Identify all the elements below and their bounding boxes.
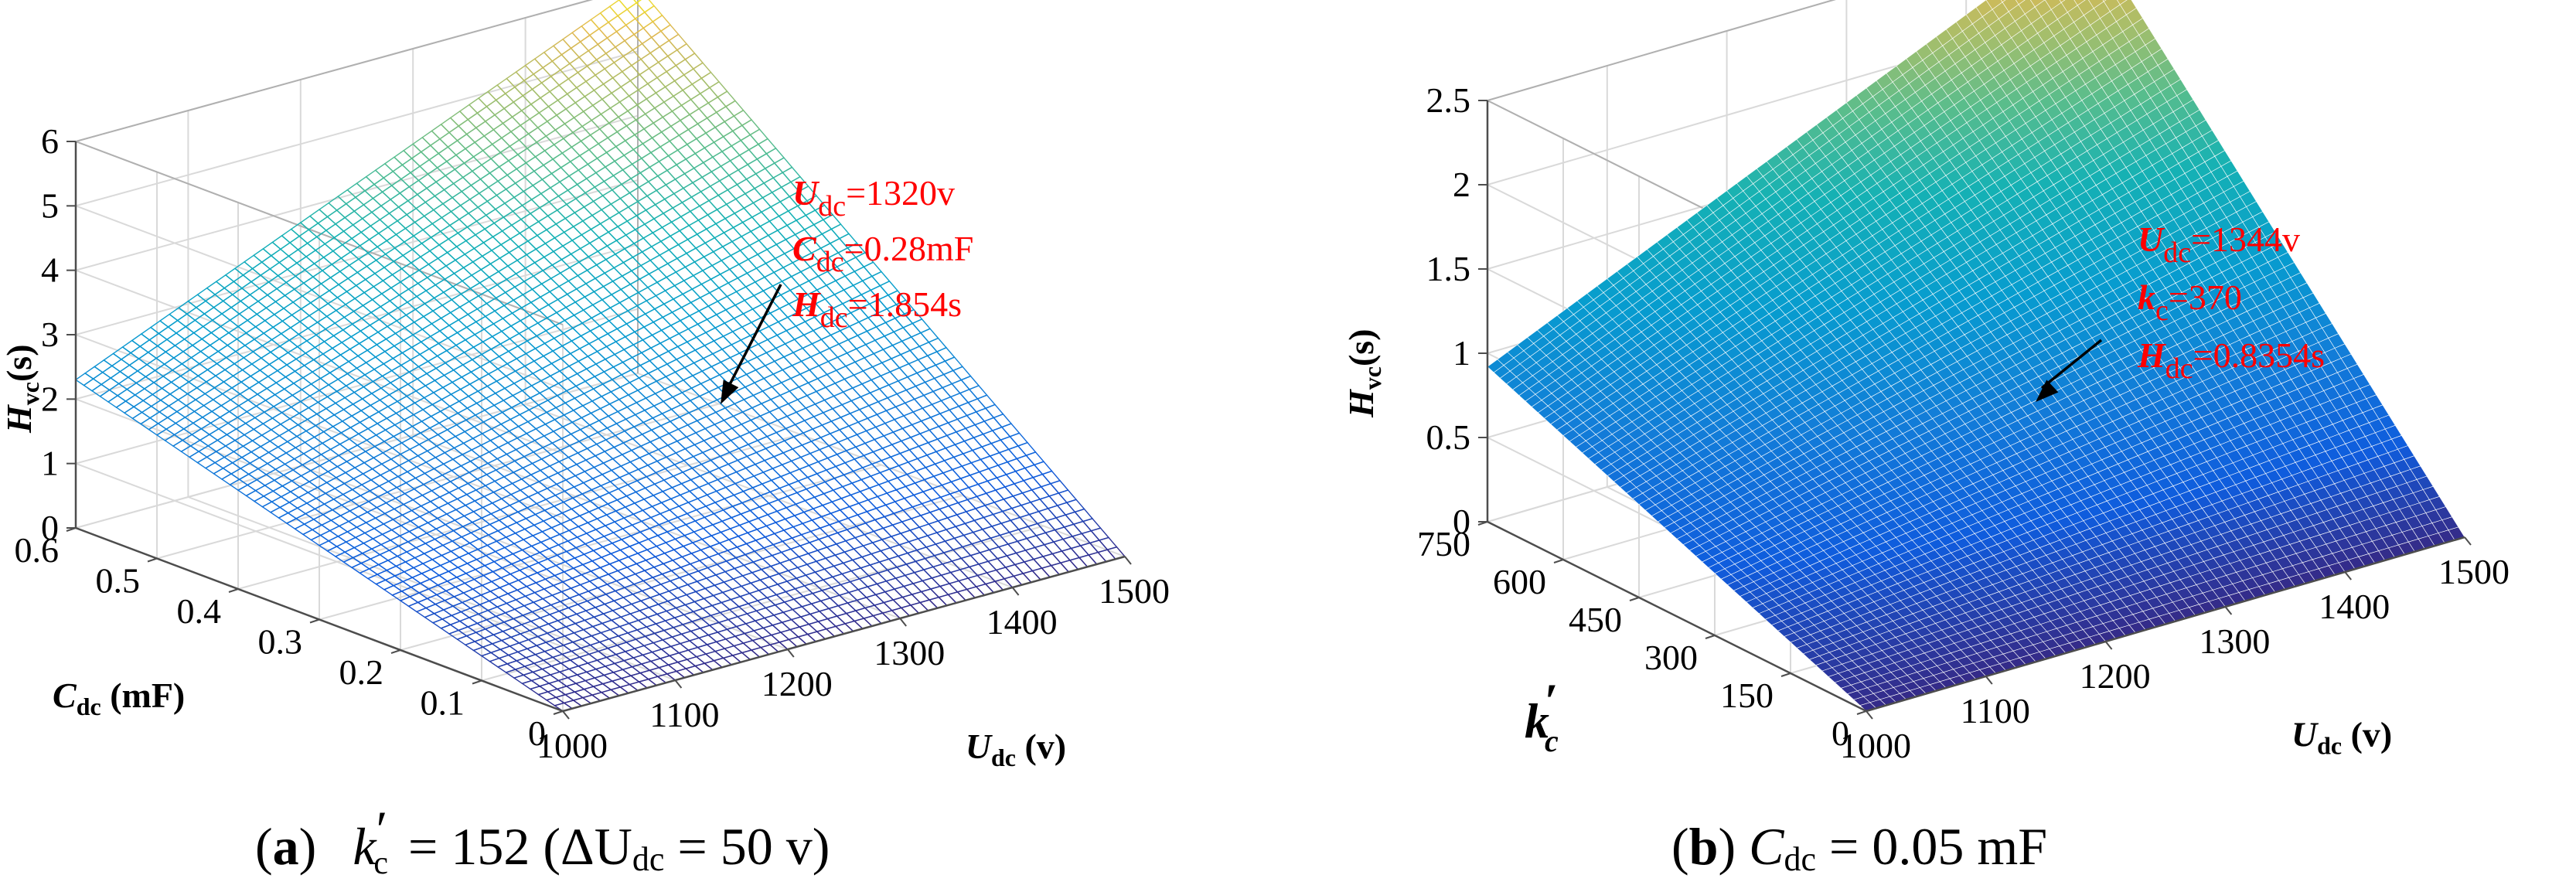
z-tick-label: 6 [41, 121, 59, 161]
z-tick-label: 3 [41, 315, 59, 354]
y-tick [472, 679, 482, 685]
gridline [400, 495, 963, 651]
x-tick [674, 679, 683, 689]
z-tick-label: 5 [41, 186, 59, 225]
gridline [188, 496, 676, 681]
gridline [156, 403, 720, 560]
x-tick [787, 649, 795, 658]
x-tick-label: 1100 [649, 695, 719, 734]
y-tick [553, 710, 564, 715]
x-axis-label: Udc (v) [966, 727, 1066, 771]
x-tick-label: 1300 [874, 633, 945, 672]
box-edge [75, 0, 593, 142]
y-tick [147, 557, 158, 563]
gridline [319, 464, 882, 621]
y-tick-label: 0.3 [258, 622, 303, 662]
y-tick-label: 0.2 [339, 652, 384, 692]
y-tick-label: 0 [528, 713, 546, 753]
y-axis-label: Cdc (mF) [53, 676, 185, 720]
panel-b: 1000110012001300140015000150300450600750… [1341, 0, 2510, 878]
x-tick-label: 1200 [762, 664, 833, 703]
y-tick [228, 588, 239, 593]
gridline [481, 525, 1044, 682]
x-tick-label: 1400 [986, 602, 1058, 642]
x-tick-label: 1000 [537, 726, 608, 765]
x-tick-label: 1500 [1099, 571, 1170, 611]
x-tick [1011, 587, 1020, 596]
x-tick [1124, 556, 1132, 565]
panel-a: 1000 1100 1200 1300 1400 1500 0 0.1 0.2 0.3 0.4 0.5… [0, 0, 1170, 881]
y-tick [309, 618, 320, 624]
caption: (a) k′ c = 152 (ΔUdc = 50 v) [255, 800, 830, 881]
x-tick [562, 710, 570, 720]
surface [74, 0, 1126, 712]
y-tick-label: 0.1 [421, 683, 465, 723]
z-tick-label: 1 [41, 444, 59, 483]
z-tick-label: 4 [41, 250, 59, 290]
gridline [300, 465, 789, 650]
y-tick-label: 0.5 [96, 561, 141, 601]
gridline [637, 373, 1126, 557]
z-tick-label: 0 [41, 508, 59, 547]
y-tick [390, 649, 401, 654]
x-tick [899, 618, 907, 627]
y-tick-label: 0.4 [177, 591, 222, 631]
z-axis-label: Hvc(s) [0, 344, 44, 434]
